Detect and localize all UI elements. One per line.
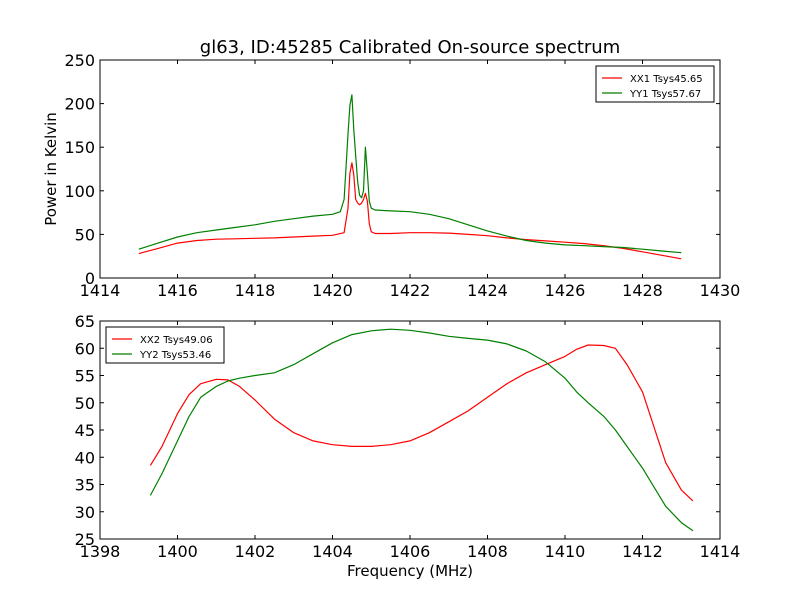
chart-1-ytick-label-7: 60: [75, 339, 95, 358]
chart-1-ytick-label-2: 35: [75, 476, 95, 495]
chart-0-ytick-label-2: 100: [64, 182, 95, 201]
chart-1-ytick-label-8: 65: [75, 312, 95, 331]
chart-0-xtick-label-5: 1424: [467, 281, 508, 300]
chart-1-xtick-label-1: 1400: [157, 542, 198, 561]
chart-0-series-0-line: [138, 162, 682, 260]
chart-0-xtick-label-7: 1428: [622, 281, 663, 300]
chart-1-xtick-label-4: 1406: [390, 542, 431, 561]
chart-1-xtick-label-2: 1402: [235, 542, 276, 561]
chart-1-ytick-label-5: 50: [75, 394, 95, 413]
chart-0-ytick-label-3: 150: [64, 138, 95, 157]
chart-1-series-1-line: [149, 328, 694, 532]
chart-0-xtick-label-1: 1416: [157, 281, 198, 300]
chart-0-ytick-label-1: 50: [75, 225, 95, 244]
chart-0-xtick-label-6: 1426: [545, 281, 586, 300]
chart-1-ytick-label-1: 30: [75, 503, 95, 522]
chart-1-xtick-label-6: 1410: [545, 542, 586, 561]
chart-0-ytick-label-0: 0: [85, 269, 95, 288]
chart-1-ytick-label-3: 40: [75, 448, 95, 467]
chart-0-legend-box: [595, 65, 715, 103]
chart-1-xtick-label-0: 1398: [80, 542, 121, 561]
chart-0-legend-label-1: YY1 Tsys57.67: [629, 89, 701, 100]
chart-0-xtick-label-0: 1414: [80, 281, 121, 300]
chart-0-ylabel: Power in Kelvin: [42, 112, 60, 226]
chart-1-xtick-label-7: 1412: [622, 542, 663, 561]
chart-0-xtick-label-8: 1430: [700, 281, 741, 300]
chart-0-ytick-label-5: 250: [64, 51, 95, 70]
chart-1-legend-label-1: YY2 Tsys53.46: [139, 350, 211, 361]
chart-1-ytick-label-4: 45: [75, 421, 95, 440]
chart-1-xtick-label-3: 1404: [312, 542, 353, 561]
chart-0-legend-label-0: XX1 Tsys45.65: [630, 74, 703, 85]
bottom-panel: 1398 1400 1402 1404 1406 1408 1410 1412 1414 25 30…: [75, 312, 741, 580]
chart-1-xtick-label-5: 1408: [467, 542, 508, 561]
chart-1-legend-label-0: XX2 Tsys49.06: [140, 335, 213, 346]
chart-0-ytick-label-4: 200: [64, 95, 95, 114]
chart-1-xlabel: Frequency (MHz): [347, 562, 473, 580]
chart-1-series-0-line: [149, 344, 694, 502]
top-panel: 1414 1416 1418 1420 1422 1424 1426 1428 1430 0 50 1…: [42, 51, 740, 300]
chart-0-xtick-label-2: 1418: [235, 281, 276, 300]
chart-0-series-1-line: [138, 94, 682, 254]
chart-title: gl63, ID:45285 Calibrated On-source spec…: [200, 37, 620, 58]
chart-1-legend-box: [105, 326, 225, 364]
chart-1-ytick-label-6: 55: [75, 367, 95, 386]
chart-0-xtick-label-3: 1420: [312, 281, 353, 300]
chart-0-xtick-label-4: 1422: [390, 281, 431, 300]
chart-1-ytick-label-0: 25: [75, 530, 95, 549]
chart-1-xtick-label-8: 1414: [700, 542, 741, 561]
